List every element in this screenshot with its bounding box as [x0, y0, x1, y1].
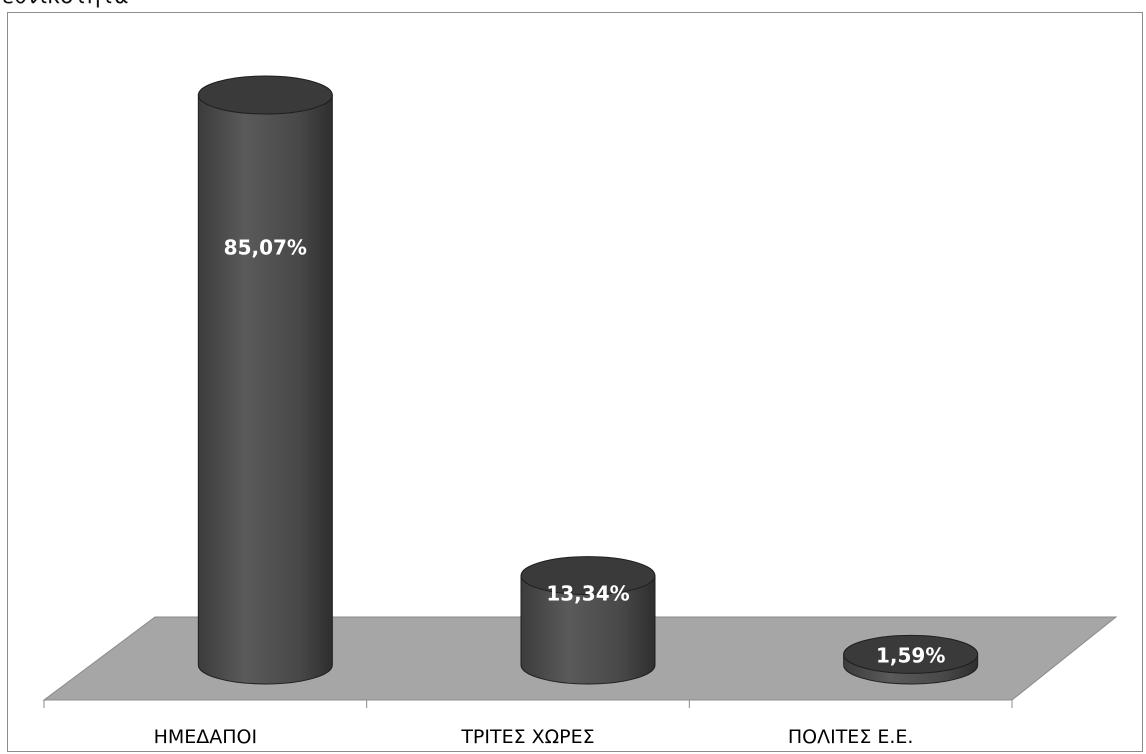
bar-top	[520, 556, 656, 596]
bar-1	[520, 556, 656, 685]
bar-top	[197, 75, 333, 115]
chart-frame	[7, 12, 1143, 752]
bar-top	[843, 634, 979, 674]
bar-body	[197, 94, 333, 685]
bar-body	[520, 575, 656, 685]
chart-title: εθνικότητα	[2, 0, 128, 9]
bar-0	[197, 75, 333, 685]
x-tick-label: ΠΟΛΙΤΕΣ Ε.Ε.	[788, 726, 914, 748]
data-label: 13,34%	[546, 582, 629, 606]
x-tick-label: ΗΜΕΔΑΠΟΙ	[154, 726, 258, 748]
x-tick-label: ΤΡΙΤΕΣ ΧΩΡΕΣ	[460, 726, 594, 748]
data-label: 1,59%	[876, 643, 945, 667]
data-label: 85,07%	[224, 236, 307, 260]
bar-2	[843, 634, 979, 685]
